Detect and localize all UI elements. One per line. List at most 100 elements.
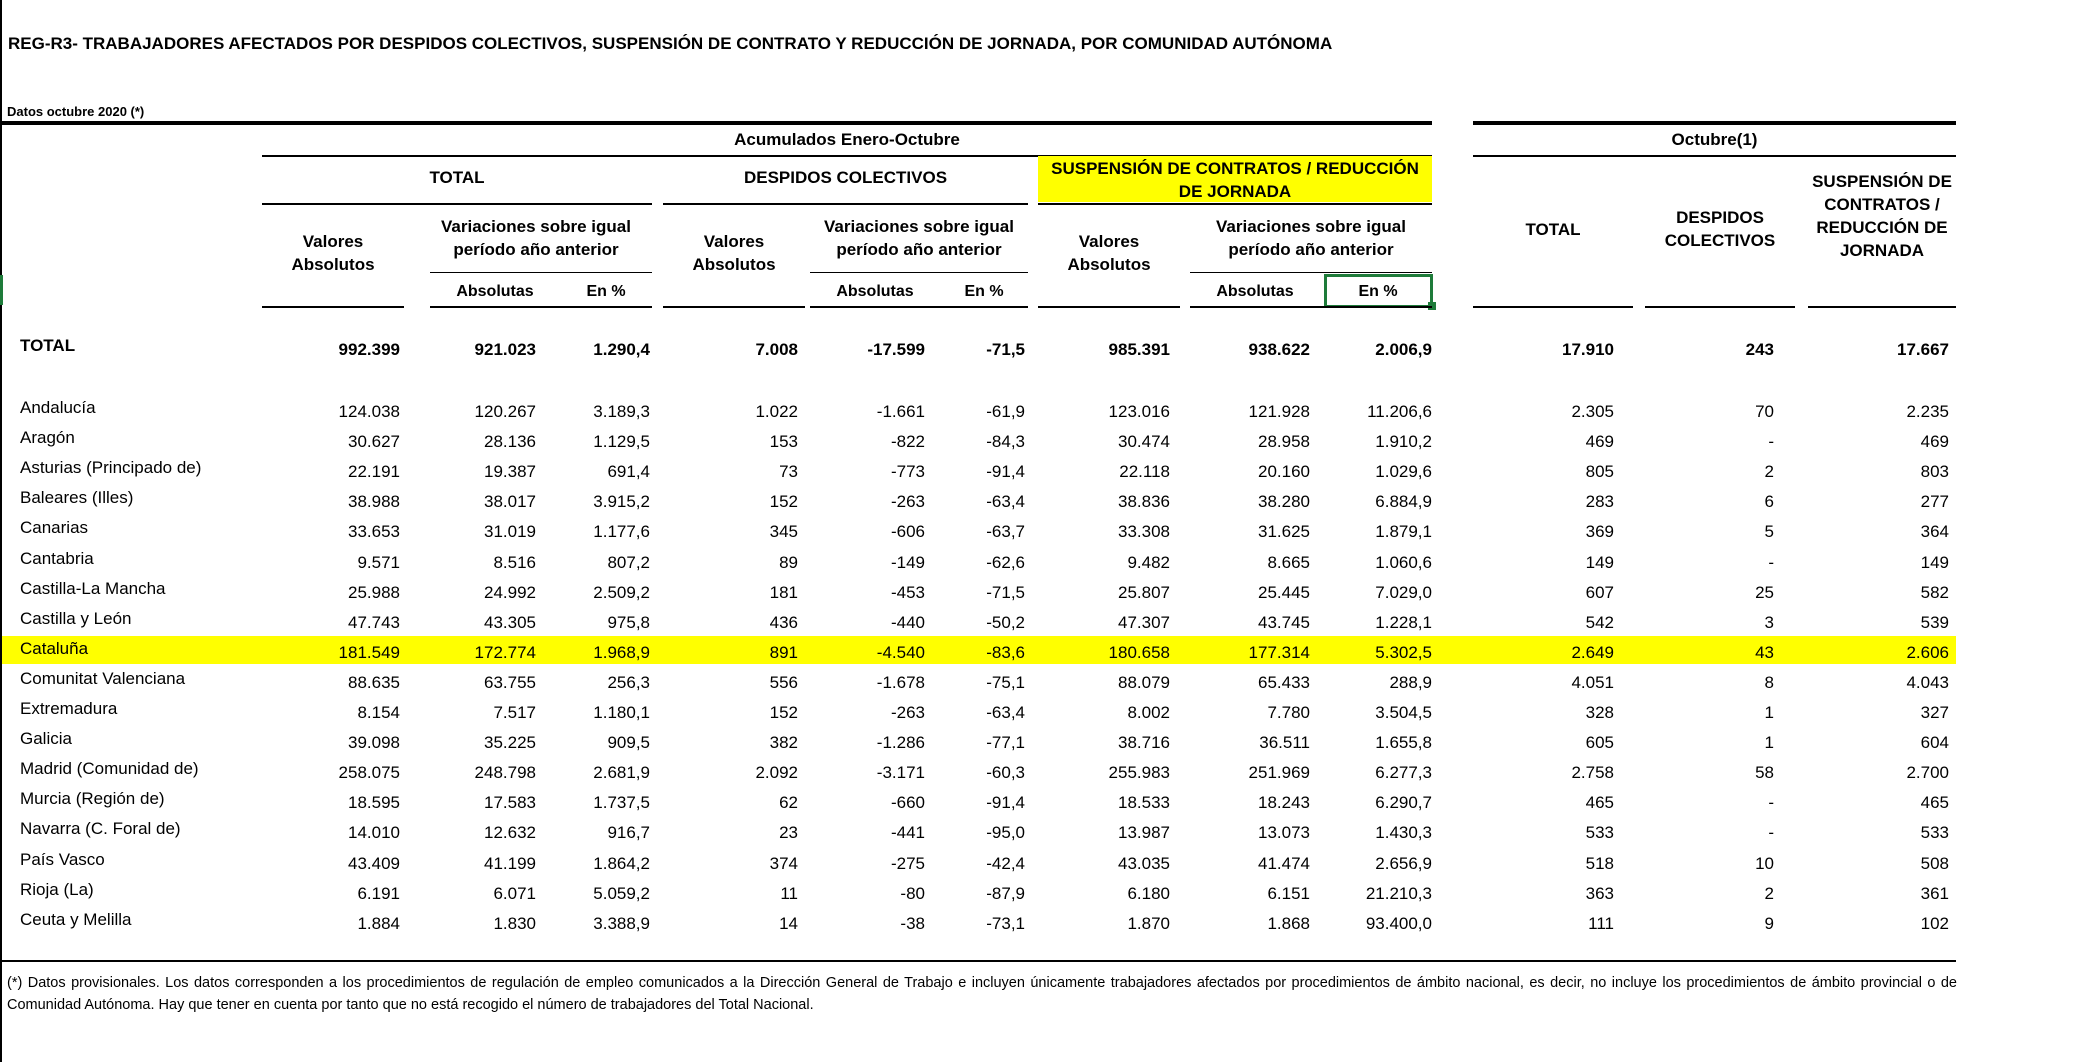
region-value: - [1768, 553, 1774, 572]
region-value: 121.928 [1248, 402, 1310, 421]
total-row-value: 243 [1745, 340, 1774, 359]
total-row-value: -17.599 [867, 340, 925, 359]
region-value: - [1768, 793, 1774, 812]
total-row-value: 985.391 [1108, 340, 1170, 359]
region-value: 5.302,5 [1375, 643, 1432, 662]
total-row-label: TOTAL [20, 336, 76, 355]
region-value: 3 [1764, 613, 1774, 632]
rule-under-acumulados [262, 155, 1432, 157]
region-value: 363 [1585, 884, 1614, 903]
region-value: 803 [1920, 462, 1949, 481]
region-value: 1.830 [493, 914, 536, 933]
region-value: 58 [1755, 763, 1774, 782]
region-value: 1.910,2 [1375, 432, 1432, 451]
region-value: 25.988 [348, 583, 400, 602]
region-value: 382 [769, 733, 798, 752]
rule-colhdr-5 [1038, 306, 1180, 308]
region-label: Cantabria [20, 549, 94, 568]
region-value: 327 [1920, 703, 1949, 722]
top-rule-left [2, 121, 1432, 125]
region-value: 7.517 [493, 703, 536, 722]
region-value: 152 [769, 492, 798, 511]
region-value: -61,9 [986, 402, 1025, 421]
region-value: 1.879,1 [1375, 522, 1432, 541]
region-value: 152 [769, 703, 798, 722]
region-value: 1.029,6 [1375, 462, 1432, 481]
header-absolutas-despidos: Absolutas [836, 283, 914, 300]
region-value: 70 [1755, 402, 1774, 421]
region-value: 88.635 [348, 673, 400, 692]
region-value: 22.191 [348, 462, 400, 481]
region-value: 1.864,2 [593, 854, 650, 873]
region-value: - [1768, 823, 1774, 842]
region-value: -50,2 [986, 613, 1025, 632]
total-row-value: 938.622 [1248, 340, 1310, 359]
region-value: 22.118 [1119, 462, 1170, 481]
region-value: 47.743 [348, 613, 400, 632]
region-value: 605 [1585, 733, 1614, 752]
region-value: 13.987 [1118, 823, 1170, 842]
region-value: 9.571 [357, 553, 400, 572]
region-value: -606 [890, 522, 925, 541]
header-total-group: TOTAL [429, 168, 485, 187]
footnote: (*) Datos provisionales. Los datos corre… [7, 975, 1957, 1013]
region-value: -91,4 [986, 793, 1025, 812]
region-value: 248.798 [474, 763, 536, 782]
region-value: 63.755 [484, 673, 536, 692]
fill-handle[interactable] [1428, 302, 1436, 310]
region-value: -1.661 [876, 402, 925, 421]
region-value: 172.774 [474, 643, 536, 662]
region-value: 65.433 [1258, 673, 1310, 692]
region-value: -441 [890, 823, 925, 842]
region-value: -4.540 [876, 643, 925, 662]
top-rule-right [1473, 121, 1956, 125]
region-value: 328 [1585, 703, 1614, 722]
region-value: 1.228,1 [1375, 613, 1432, 632]
region-label: País Vasco [20, 850, 105, 869]
region-label: Cataluña [20, 639, 89, 658]
region-value: -3.171 [876, 763, 925, 782]
region-value: 258.075 [338, 763, 400, 782]
region-value: 6.071 [493, 884, 536, 903]
header-variaciones-despidos: Variaciones sobre igual período año ante… [824, 217, 1014, 259]
region-value: 1.737,5 [593, 793, 650, 812]
region-value: 47.307 [1118, 613, 1170, 632]
region-value: 93.400,0 [1365, 914, 1432, 933]
region-value: 2.509,2 [593, 583, 650, 602]
region-value: 6 [1764, 492, 1774, 511]
region-value: 14 [779, 914, 798, 933]
region-value: 364 [1920, 522, 1949, 541]
region-value: 124.038 [338, 402, 400, 421]
region-label: Murcia (Región de) [20, 789, 165, 808]
total-row-value: 7.008 [755, 340, 798, 359]
region-value: 2.758 [1571, 763, 1614, 782]
region-value: -453 [890, 583, 925, 602]
region-label: Galicia [20, 729, 72, 748]
bottom-rule [2, 960, 1956, 962]
region-value: -71,5 [986, 583, 1025, 602]
header-oct-total: TOTAL [1525, 220, 1581, 239]
region-value: 11 [780, 884, 798, 903]
region-value: 3.388,9 [593, 914, 650, 933]
rule-under-total-group [262, 203, 652, 205]
region-value: 33.653 [348, 522, 400, 541]
header-acumulados: Acumulados Enero-Octubre [734, 130, 960, 149]
region-value: 3.189,3 [593, 402, 650, 421]
region-value: 374 [769, 854, 798, 873]
region-value: 582 [1920, 583, 1949, 602]
region-value: - [1768, 432, 1774, 451]
region-value: 11.206,6 [1367, 402, 1432, 421]
sheet-left-border [0, 0, 2, 1062]
header-absolutas-suspension: Absolutas [1216, 283, 1294, 300]
region-value: 21.210,3 [1365, 884, 1432, 903]
region-label: Castilla y León [20, 609, 132, 628]
region-label: Extremadura [20, 699, 118, 718]
region-value: 41.474 [1258, 854, 1310, 873]
region-value: 18.595 [348, 793, 400, 812]
rule-under-variaciones-total [430, 272, 652, 273]
region-label: Rioja (La) [20, 880, 94, 899]
region-value: 469 [1920, 432, 1949, 451]
region-value: -1.286 [876, 733, 925, 752]
region-value: 17.583 [484, 793, 536, 812]
region-value: 7.780 [1267, 703, 1310, 722]
